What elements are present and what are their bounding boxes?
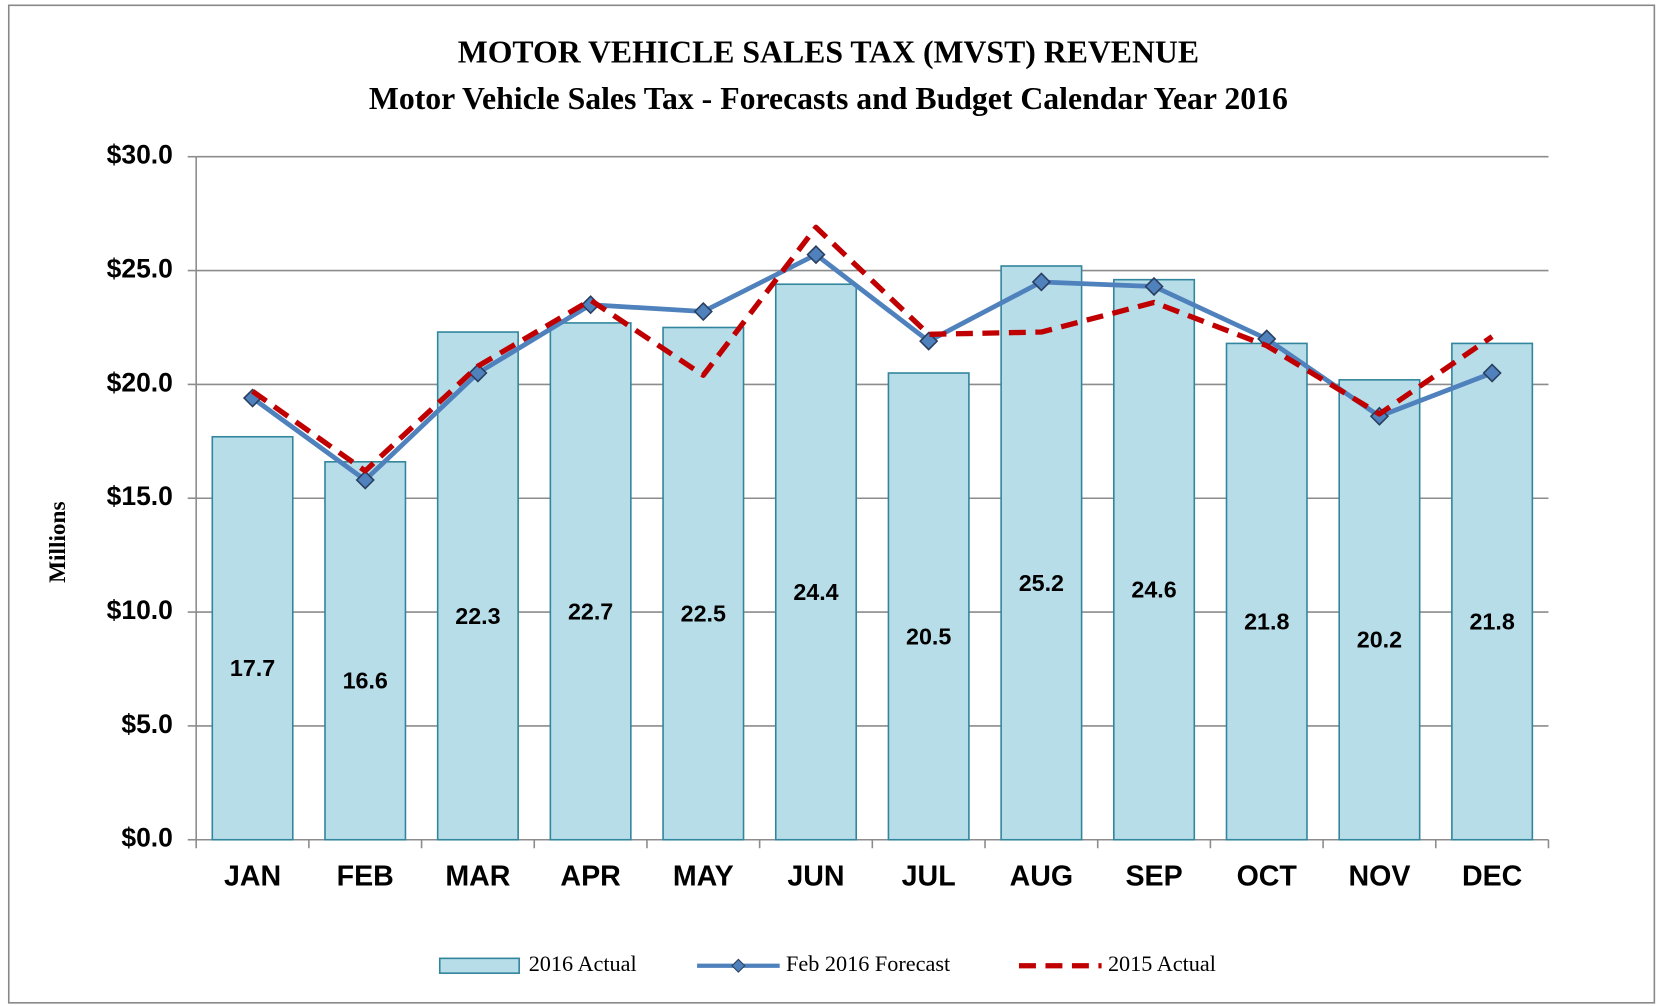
marker <box>1482 363 1502 383</box>
chart-subtitle: Motor Vehicle Sales Tax - Forecasts and … <box>369 81 1288 116</box>
data-label: 24.4 <box>793 579 838 605</box>
y-tick-label: $30.0 <box>107 140 173 170</box>
marker <box>1031 272 1051 292</box>
bar <box>1113 278 1196 841</box>
x-tick-label: DEC <box>1462 860 1522 892</box>
marker <box>1144 276 1164 297</box>
x-tick-label: NOV <box>1348 860 1410 892</box>
marker <box>468 363 488 383</box>
x-tick-label: OCT <box>1237 860 1298 892</box>
bar <box>1338 379 1421 841</box>
bar <box>774 283 858 841</box>
legend-label: 2016 Actual <box>529 951 637 976</box>
data-label: 25.2 <box>1019 570 1064 596</box>
marker <box>806 245 826 265</box>
bar <box>1000 265 1083 841</box>
data-label: 21.8 <box>1469 609 1514 635</box>
data-label: 20.2 <box>1357 627 1402 653</box>
y-tick-label: $0.0 <box>121 823 173 853</box>
legend-label: Feb 2016 Forecast <box>786 951 951 976</box>
x-tick-label: JAN <box>224 860 281 892</box>
bar <box>1225 342 1308 841</box>
bar <box>887 372 970 841</box>
data-label: 21.8 <box>1244 609 1289 635</box>
data-label: 22.5 <box>681 601 726 627</box>
data-label: 16.6 <box>343 668 388 694</box>
legend-swatch <box>438 957 520 974</box>
bar <box>211 435 294 841</box>
bar <box>1451 342 1534 841</box>
line <box>251 224 1494 474</box>
marker <box>693 301 713 322</box>
x-tick-label: MAR <box>445 860 510 892</box>
data-label: 22.7 <box>568 598 613 624</box>
data-label: 24.6 <box>1131 577 1176 603</box>
bar <box>324 461 407 841</box>
legend-marker <box>731 958 746 973</box>
marker <box>919 331 939 351</box>
x-tick-label: FEB <box>337 860 394 892</box>
y-tick-label: $20.0 <box>107 367 173 397</box>
x-tick-label: JUL <box>902 860 956 892</box>
data-label: 20.5 <box>906 623 951 649</box>
bar <box>436 331 519 841</box>
marker <box>355 470 375 490</box>
x-tick-label: APR <box>560 860 621 892</box>
x-tick-label: AUG <box>1010 860 1074 892</box>
chart-title: MOTOR VEHICLE SALES TAX (MVST) REVENUE <box>458 34 1199 69</box>
data-label: 22.3 <box>455 603 500 629</box>
y-tick-label: $25.0 <box>107 254 173 284</box>
legend-label: 2015 Actual <box>1108 951 1216 976</box>
data-label: 17.7 <box>230 655 275 681</box>
y-tick-label: $15.0 <box>107 481 173 511</box>
y-axis-title: Millions <box>45 501 71 583</box>
x-tick-label: SEP <box>1125 860 1182 892</box>
x-tick-label: JUN <box>787 860 844 892</box>
y-tick-label: $10.0 <box>107 595 173 625</box>
bar <box>662 326 745 841</box>
bar <box>549 322 632 841</box>
y-tick-label: $5.0 <box>121 709 173 739</box>
x-tick-label: MAY <box>673 860 734 892</box>
line <box>251 252 1493 483</box>
